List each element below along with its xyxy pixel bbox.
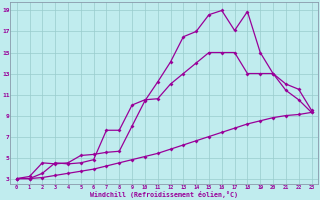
X-axis label: Windchill (Refroidissement éolien,°C): Windchill (Refroidissement éolien,°C) [90,191,238,198]
